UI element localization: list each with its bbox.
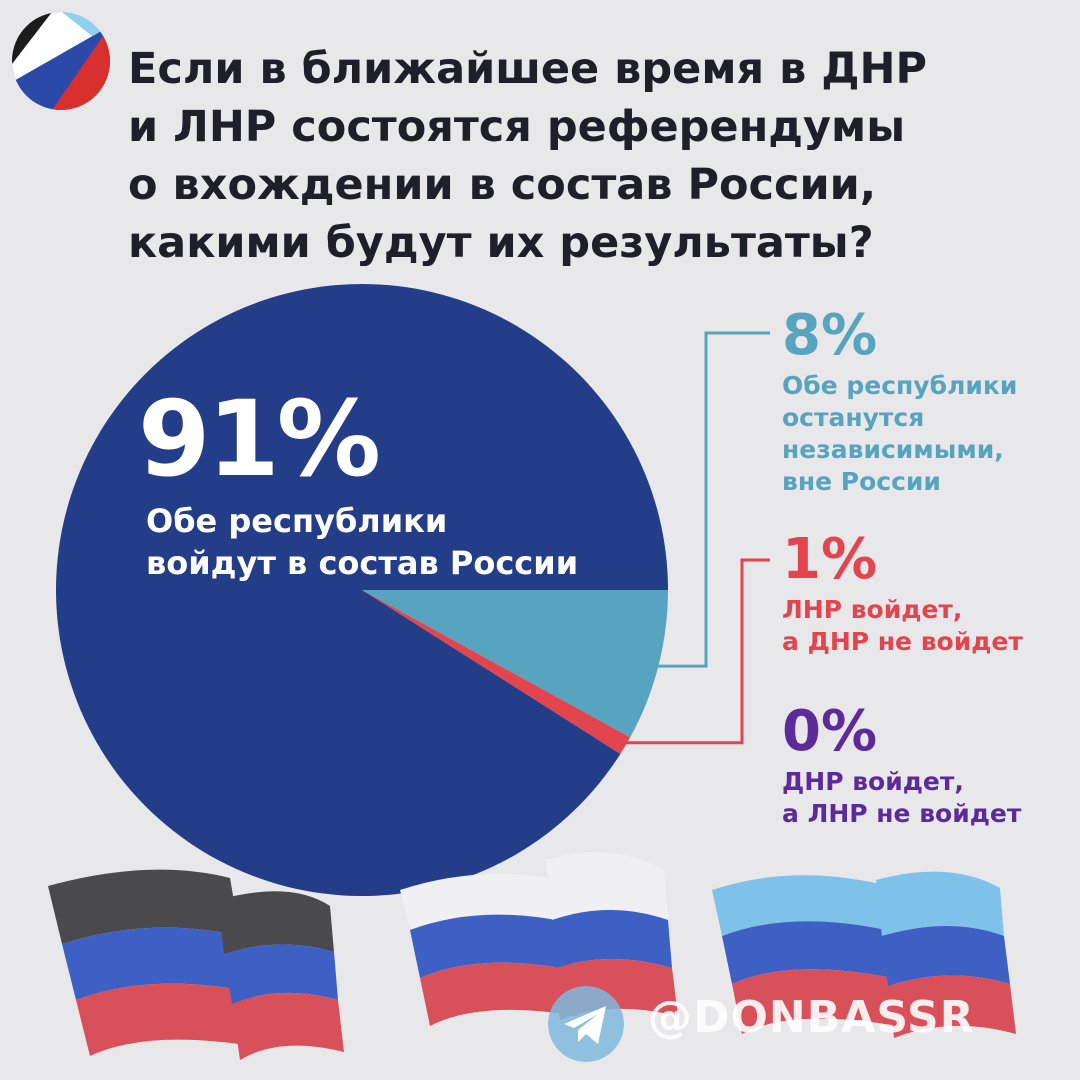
leader-line-lnr-only	[620, 558, 770, 745]
callout-dnr-only: 0% ДНР войдет, а ЛНР не войдет	[782, 702, 1021, 830]
lnr-flag-icon	[712, 871, 1016, 1038]
pie-slice-main	[56, 284, 669, 897]
callout-dnr-only-percent: 0%	[782, 699, 878, 764]
callout-lnr-only: 1% ЛНР войдет, а ДНР не войдет	[782, 530, 1023, 658]
pie-slice-independent	[362, 590, 668, 738]
ru-flag-circle-icon	[12, 12, 110, 110]
callout-independent-label: Обе республики останутся независимыми, в…	[782, 371, 1018, 496]
main-slice-label: Обе республики войдут в состав России	[146, 502, 579, 582]
leader-lines	[620, 331, 770, 745]
watermark-text: @DONBASSR	[648, 992, 975, 1043]
watermark: @DONBASSR	[540, 982, 1060, 1062]
pie-slice-lnr-only	[362, 590, 631, 754]
dnr-flag-icon	[48, 869, 344, 1060]
flags-decoration	[48, 852, 1016, 1060]
pie-slices	[56, 284, 669, 897]
main-slice-percent: 91%	[138, 378, 381, 500]
callout-lnr-only-percent: 1%	[782, 527, 878, 592]
leader-line-independent	[658, 331, 770, 668]
telegram-icon	[548, 986, 624, 1062]
logo-flag-graphic	[12, 12, 110, 110]
callout-independent: 8% Обе республики останутся независимыми…	[782, 306, 1017, 498]
title-block: Если в ближайшее время в ДНР и ЛНР состо…	[128, 40, 1048, 272]
callout-dnr-only-label: ДНР войдет, а ЛНР не войдет	[782, 767, 1022, 828]
ru-flag-icon	[400, 852, 678, 1026]
page-title: Если в ближайшее время в ДНР и ЛНР состо…	[128, 44, 928, 268]
callout-independent-percent: 8%	[782, 303, 878, 368]
callout-lnr-only-label: ЛНР войдет, а ДНР не войдет	[782, 595, 1023, 656]
